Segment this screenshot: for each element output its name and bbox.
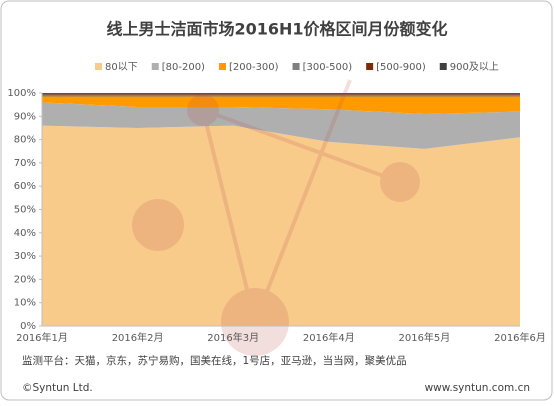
y-tick-label: 100%	[7, 88, 36, 99]
watermark-dot	[221, 288, 289, 356]
y-tick-label: 20%	[14, 274, 36, 285]
chart-title: 线上男士洁面市场2016H1价格区间月份额变化	[106, 20, 447, 39]
source-note: 监测平台：天猫，京东，苏宁易购，国美在线，1号店，亚马逊，当当网，聚美优品	[22, 354, 407, 367]
x-tick-label: 2016年2月	[112, 331, 164, 344]
legend-label: [200-300)	[229, 62, 279, 73]
watermark-dot	[380, 162, 420, 202]
plot-area	[42, 93, 520, 327]
y-tick-label: 0%	[20, 321, 36, 332]
legend-label: [80-200)	[162, 62, 205, 73]
y-tick-label: 80%	[14, 135, 36, 146]
legend-swatch	[439, 63, 447, 70]
x-tick-label: 2016年6月	[494, 331, 546, 344]
legend-swatch	[95, 63, 102, 70]
y-tick-label: 70%	[14, 158, 36, 169]
area	[42, 93, 520, 95]
area	[42, 125, 520, 327]
legend-swatch	[151, 63, 159, 70]
watermark-dot	[132, 199, 184, 251]
legend-label: [500-900)	[376, 62, 426, 73]
area	[42, 102, 520, 149]
legend-label: 80以下	[105, 62, 138, 73]
website: www.syntun.com.cn	[425, 382, 530, 394]
y-tick-label: 90%	[14, 111, 36, 122]
watermark	[132, 79, 420, 356]
x-tick-label: 2016年5月	[398, 331, 450, 344]
y-tick-label: 60%	[14, 181, 36, 192]
legend-swatch	[366, 63, 374, 70]
copyright: ©Syntun Ltd.	[22, 382, 93, 394]
area	[42, 96, 520, 114]
watermark-line	[201, 79, 401, 329]
y-tick-label: 10%	[14, 298, 36, 309]
x-tick-label: 2016年4月	[303, 331, 355, 344]
y-tick-label: 30%	[14, 251, 36, 262]
area	[42, 93, 520, 94]
legend-label: [300-500)	[303, 62, 353, 73]
x-tick-label: 2016年3月	[207, 331, 259, 344]
legend-swatch	[292, 63, 300, 70]
area	[42, 94, 520, 97]
y-tick-label: 50%	[14, 205, 36, 216]
x-tick-label: 2016年1月	[16, 331, 68, 344]
legend-swatch	[218, 63, 226, 70]
legend-label: 900及以上	[450, 61, 499, 73]
y-tick-label: 40%	[14, 228, 36, 239]
watermark-dot	[187, 94, 219, 126]
